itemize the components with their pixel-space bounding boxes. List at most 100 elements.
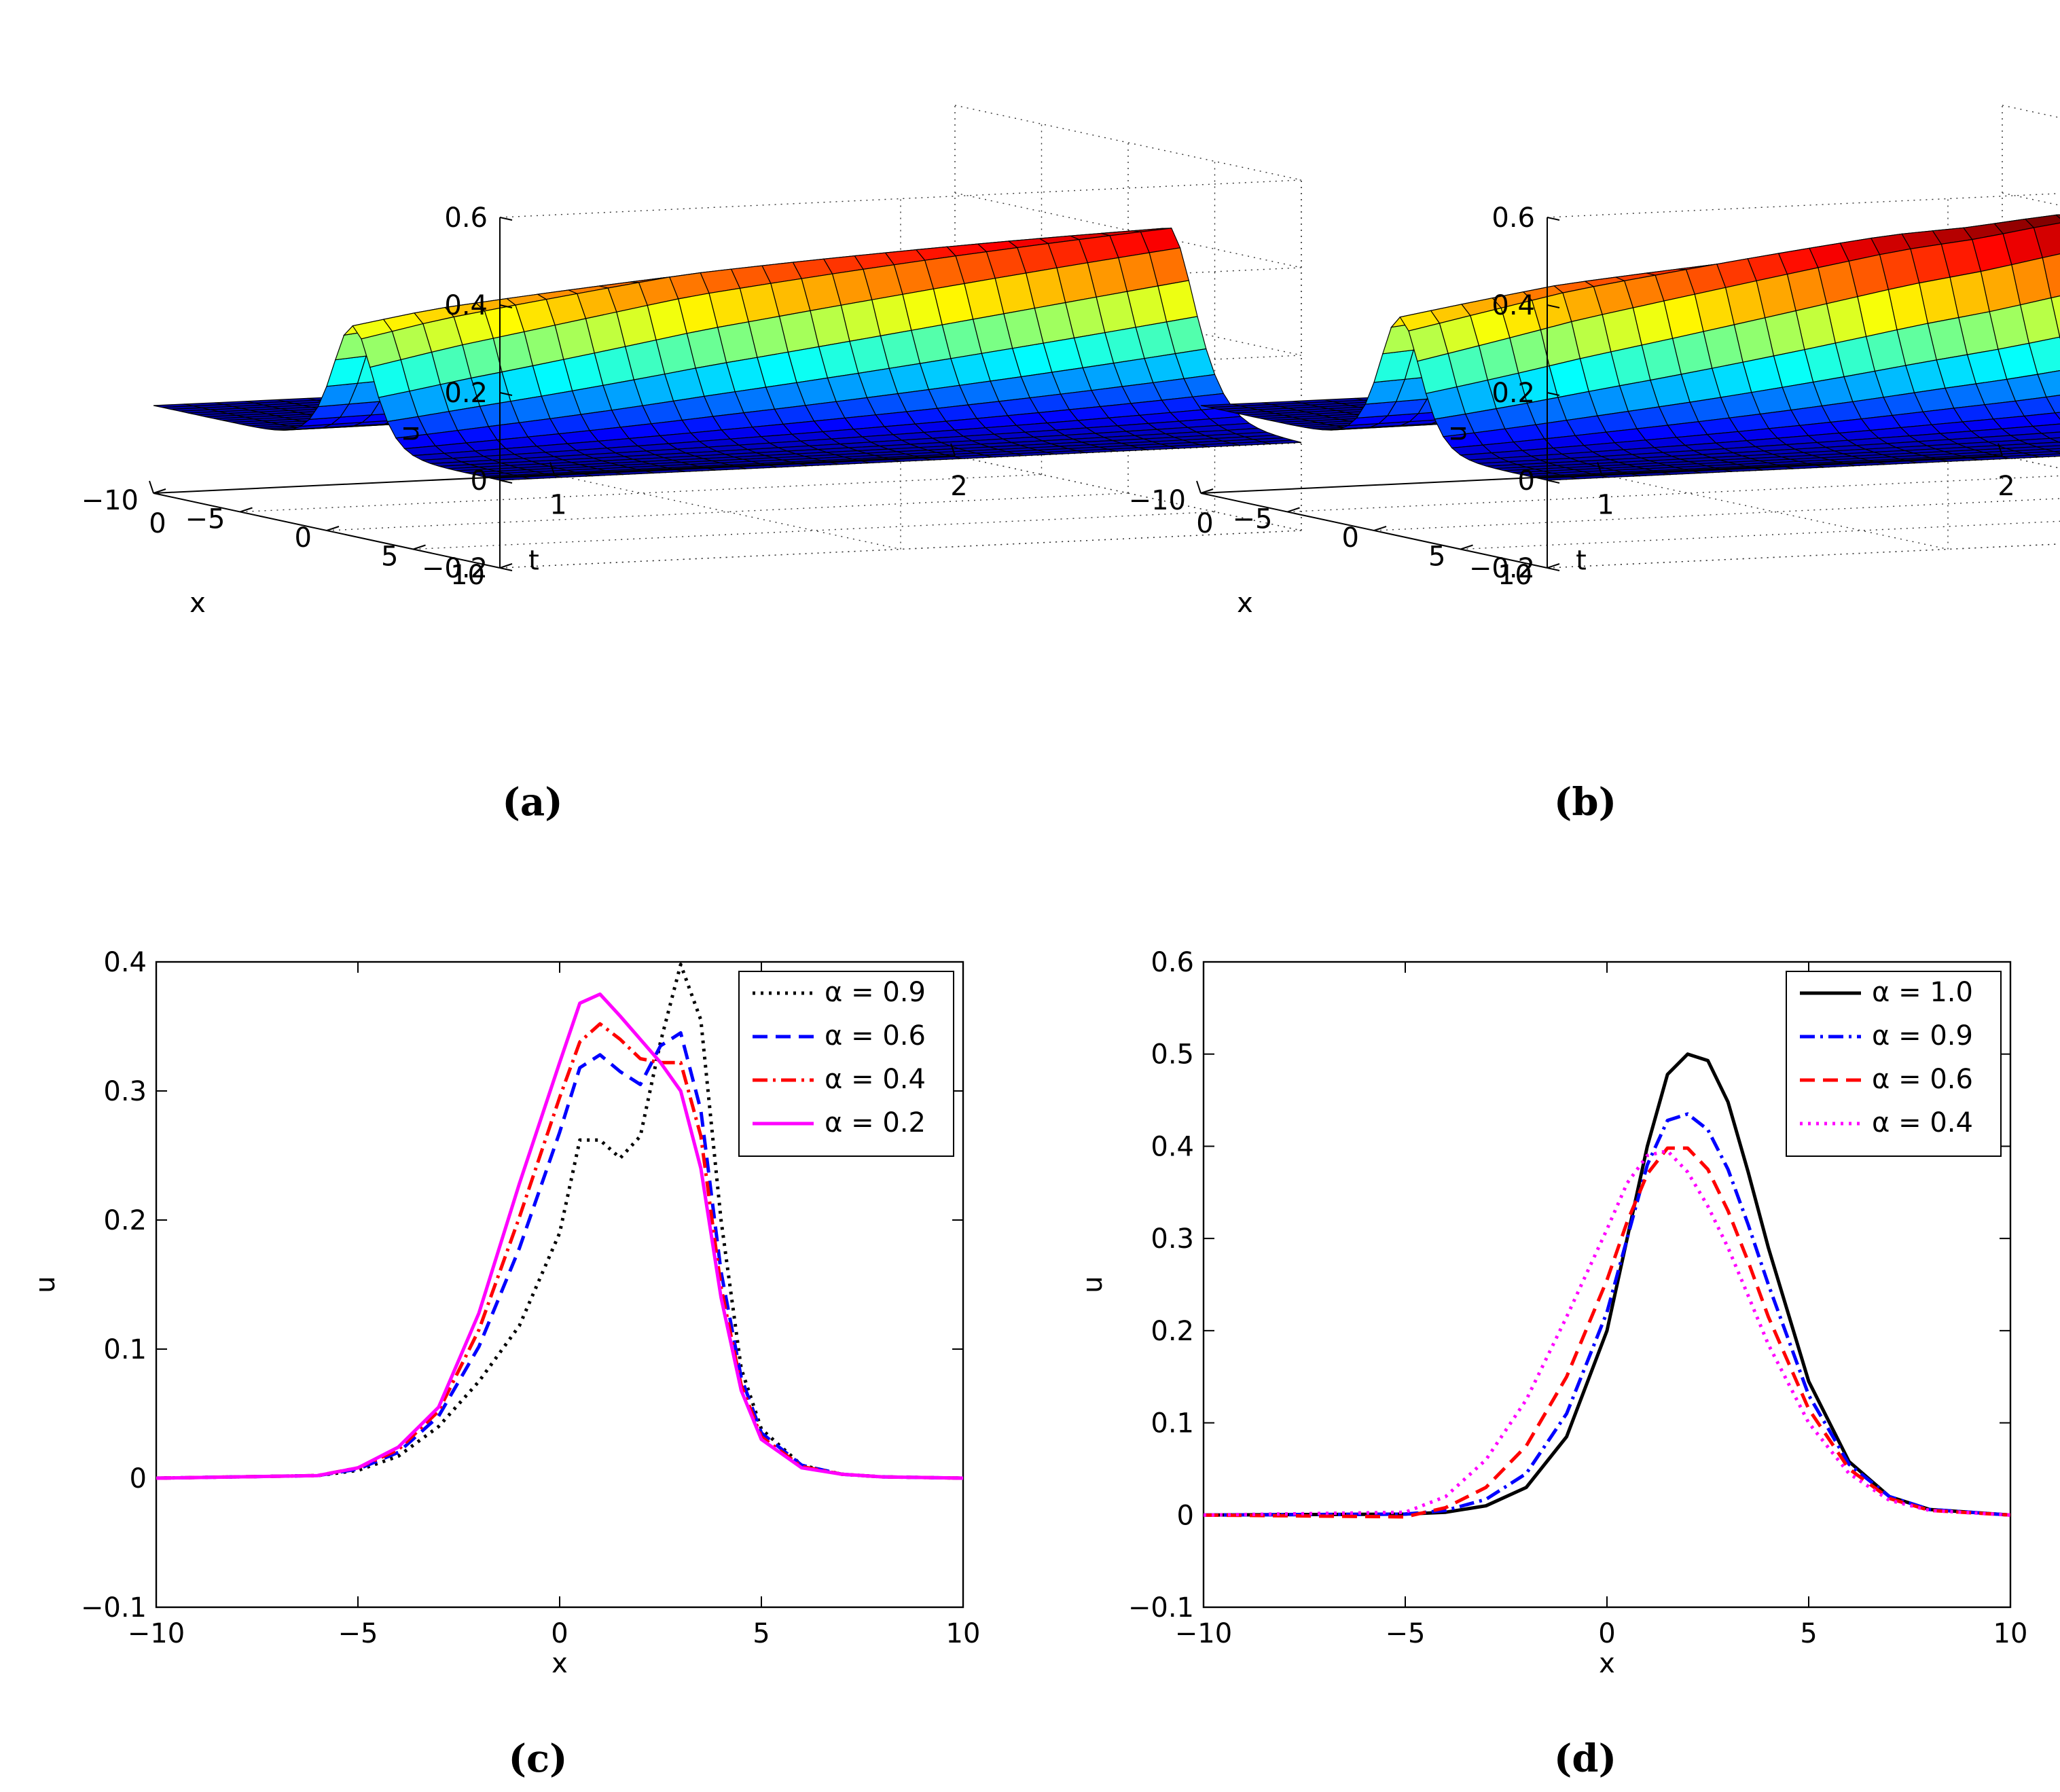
panel-c-caption: (c)	[508, 1736, 567, 1781]
legend-entry-0: α = 0.9	[825, 977, 926, 1008]
legend-entry-0: α = 1.0	[1872, 977, 1973, 1008]
floor-grid-t	[554, 473, 901, 550]
x-tick-label: −5	[338, 1618, 378, 1649]
y-axis-label: u	[30, 1276, 61, 1293]
x-tick	[1200, 488, 1214, 494]
surface-panel-b: −0.2 0 0.2 0.4 0.6 −10 −5 0 5 10 0 1 2 u x t	[1129, 105, 2060, 619]
legend-entry-3: α = 0.2	[825, 1107, 926, 1139]
x-axis-label: x	[1237, 588, 1253, 619]
floor-grid-x	[326, 492, 1129, 531]
legend-entry-1: α = 0.9	[1872, 1020, 1973, 1052]
legend-entry-3: α = 0.4	[1872, 1107, 1973, 1139]
x-tick-label: −5	[1233, 504, 1273, 535]
y-tick-label: 0.4	[1151, 1131, 1194, 1162]
legend-entry-2: α = 0.6	[1872, 1064, 1973, 1095]
series-line-1	[156, 1031, 964, 1480]
t-tick-label: 2	[1998, 471, 2014, 502]
y-tick-label: 0.1	[103, 1334, 147, 1365]
floor-grid-x	[413, 511, 1215, 550]
t-tick-label: 0	[1196, 508, 1213, 539]
floor-grid-t	[1601, 473, 1949, 550]
x-tick	[1373, 526, 1387, 531]
surface-patch	[1538, 476, 1578, 481]
x-axis-label: x	[189, 588, 206, 619]
z-tick-label: −0.2	[1469, 553, 1535, 584]
t-tick	[1998, 443, 2003, 456]
series-line-0	[1203, 1052, 2011, 1517]
z-tick	[1547, 304, 1560, 308]
series-line-1	[1203, 1112, 2011, 1517]
surface-panel-a: −0.2 0 0.2 0.4 0.6 −10 −5 0 5 10 0 1 2 u x t	[82, 105, 1302, 619]
x-tick	[240, 507, 253, 513]
z-tick	[499, 392, 513, 396]
series-line-3	[1203, 1149, 2011, 1517]
z-axis-label: u	[1441, 425, 1472, 442]
x-tick	[1460, 544, 1473, 550]
x-tick-label: −10	[1175, 1618, 1232, 1649]
y-tick-label: 0.6	[1151, 947, 1194, 978]
z-tick-label: 0.6	[1492, 202, 1535, 234]
panel-a-caption: (a)	[502, 780, 562, 825]
panel-b-caption: (b)	[1554, 780, 1616, 825]
x-tick-label: −10	[1129, 485, 1186, 516]
z-tick-label: 0.4	[1492, 290, 1535, 321]
x-tick-label: 10	[946, 1618, 981, 1649]
z-tick	[499, 567, 513, 571]
x-tick-label: 5	[381, 541, 398, 573]
panel-d-caption: (d)	[1554, 1736, 1616, 1781]
x-tick-label: −5	[185, 504, 225, 535]
z-tick-label: −0.2	[422, 553, 488, 584]
y-tick-label: 0.2	[103, 1205, 147, 1236]
x-tick-label: 0	[1598, 1618, 1615, 1649]
z-tick-label: 0	[1518, 465, 1535, 497]
x-tick	[499, 563, 513, 569]
x-tick	[153, 488, 166, 494]
floor-grid-x	[1287, 475, 2060, 513]
z-tick-label: 0.2	[1492, 378, 1535, 409]
t-tick	[1196, 480, 1201, 494]
x-tick	[413, 544, 426, 550]
t-tick-label: 0	[149, 508, 166, 539]
z-tick-label: 0.2	[444, 378, 488, 409]
y-axis-label: u	[1077, 1276, 1108, 1293]
t-tick	[149, 480, 154, 494]
t-tick-label: 1	[1597, 490, 1614, 521]
legend-box	[738, 971, 954, 1157]
y-tick-label: 0	[1177, 1500, 1194, 1531]
t-axis-label: t	[528, 545, 539, 577]
x-tick	[326, 526, 340, 531]
grid-line-z	[1547, 105, 2060, 218]
surface-mesh	[1200, 214, 2060, 481]
floor-grid-x	[1460, 520, 2060, 550]
z-tick-label: 0.6	[444, 202, 488, 234]
t-tick	[1597, 462, 1602, 475]
surface-axes	[149, 217, 956, 571]
series-line-0	[156, 963, 964, 1480]
x-tick-label: 0	[551, 1618, 568, 1649]
floor-grid-x	[240, 473, 1042, 513]
x-tick-label: 10	[1993, 1618, 2028, 1649]
legend-box	[1786, 971, 2002, 1157]
z-tick-label: 0.4	[444, 290, 488, 321]
z-tick	[499, 217, 513, 221]
x-tick-label: 10	[1498, 560, 1532, 591]
x-tick-label: 5	[753, 1618, 770, 1649]
y-tick-label: −0.1	[81, 1592, 147, 1624]
surface-patch	[491, 476, 531, 481]
z-tick	[1547, 567, 1560, 571]
y-tick-label: 0.5	[1151, 1039, 1194, 1071]
x-tick-label: 0	[295, 522, 312, 554]
x-axis-label: x	[1599, 1648, 1615, 1679]
x-tick-label: 0	[1342, 522, 1359, 554]
y-tick-label: 0.3	[103, 1076, 147, 1107]
floor-grid-x	[1547, 543, 2060, 569]
y-tick-label: 0.4	[103, 947, 147, 978]
surface-mesh	[153, 228, 1302, 481]
t-tick-label: 1	[549, 490, 566, 521]
series-line-3	[156, 992, 964, 1480]
y-tick-label: −0.1	[1128, 1592, 1194, 1624]
y-tick-label: 0.1	[1151, 1408, 1194, 1439]
x-tick-label: 10	[450, 560, 485, 591]
z-tick	[499, 480, 513, 484]
